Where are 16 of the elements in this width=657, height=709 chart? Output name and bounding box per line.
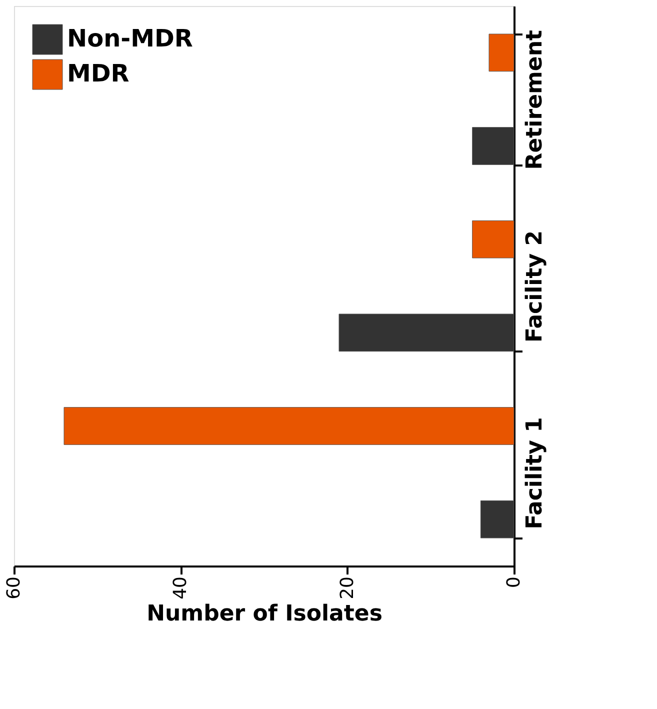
y-tick-label: Facility 2 (522, 230, 548, 343)
x-tick-label: 20 (336, 576, 358, 600)
x-tick-label: 60 (4, 576, 24, 600)
bar (338, 314, 514, 352)
bar (472, 220, 514, 258)
y-tick-label: Facility 1 (522, 417, 548, 530)
legend-label: Non-MDR (67, 24, 193, 52)
bar (472, 127, 514, 165)
bar (488, 34, 514, 72)
x-tick-label: 0 (504, 576, 524, 588)
bar (480, 500, 514, 538)
legend-label: MDR (67, 60, 130, 88)
y-tick-label: Retirement (522, 29, 548, 170)
x-tick-label: 40 (170, 576, 192, 600)
bar (64, 407, 514, 445)
x-axis-title: Number of Isolates (146, 601, 382, 626)
